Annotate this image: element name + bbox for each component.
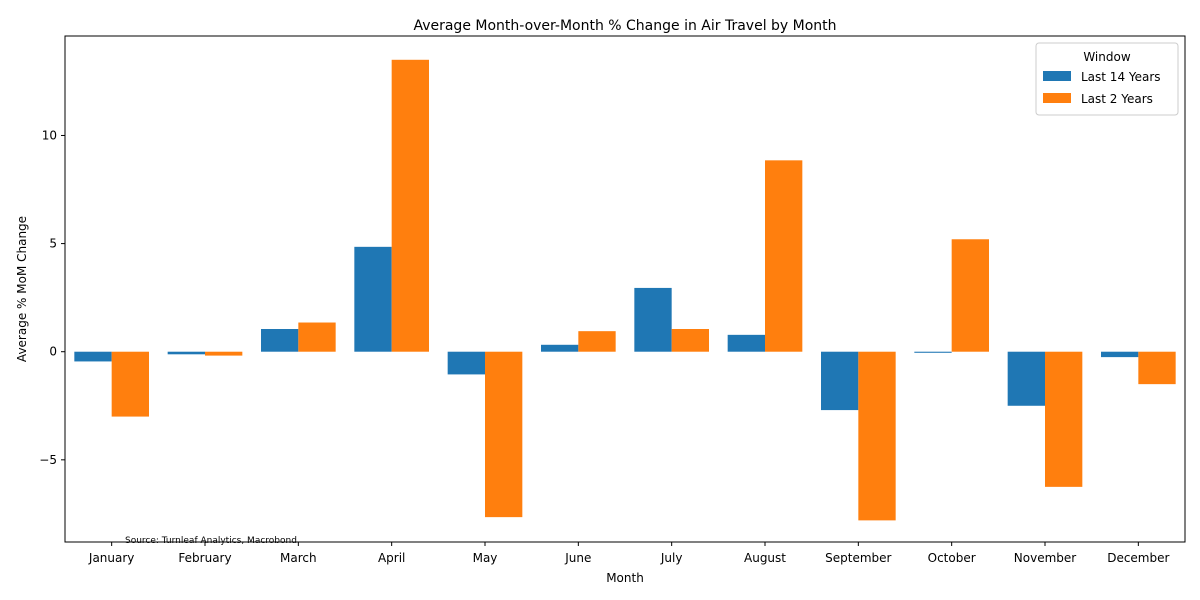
plot-frame — [64, 35, 1186, 543]
bar-last-2-years-june — [578, 331, 616, 352]
x-tick-label: December — [1107, 551, 1169, 565]
bar-last-14-years-november — [1007, 351, 1045, 406]
x-tick-label: August — [744, 551, 786, 565]
bar-last-14-years-july — [634, 287, 672, 352]
bar-last-14-years-june — [541, 344, 579, 352]
x-tick-label: April — [378, 551, 405, 565]
bars-group — [74, 59, 1176, 521]
bar-last-14-years-september — [821, 351, 859, 411]
source-note: Source: Turnleaf Analytics, Macrobond — [125, 536, 297, 546]
bar-last-14-years-january — [74, 351, 112, 362]
legend-swatch-last-14-years — [1043, 71, 1071, 81]
bar-last-14-years-august — [727, 334, 765, 352]
legend: Window Last 14 Years Last 2 Years — [1035, 42, 1179, 116]
bar-last-2-years-september — [858, 351, 896, 521]
bar-last-14-years-march — [261, 329, 299, 352]
chart-title: Average Month-over-Month % Change in Air… — [413, 18, 836, 34]
bar-last-2-years-july — [671, 329, 709, 352]
legend-label-last-2-years: Last 2 Years — [1081, 92, 1153, 106]
x-axis-label: Month — [606, 571, 644, 585]
legend-swatch-last-2-years — [1043, 93, 1071, 103]
bar-last-2-years-august — [765, 160, 803, 352]
x-tick-label: July — [660, 551, 683, 565]
bar-last-2-years-december — [1138, 351, 1176, 385]
x-tick-label: June — [564, 551, 591, 565]
legend-box — [1035, 42, 1179, 116]
y-tick-label: 0 — [49, 345, 57, 359]
x-ticks-group: January February March April May June July Augu… — [88, 542, 1170, 565]
x-tick-label: February — [178, 551, 231, 565]
bar-last-14-years-april — [354, 246, 392, 352]
bar-last-14-years-october — [914, 351, 952, 353]
bar-last-2-years-january — [111, 351, 149, 417]
bar-last-14-years-may — [447, 351, 485, 375]
x-tick-label: May — [473, 551, 498, 565]
bar-last-2-years-may — [485, 351, 523, 518]
bar-last-2-years-october — [951, 239, 989, 352]
y-tick-label: 5 — [49, 237, 57, 251]
y-tick-label: −5 — [39, 453, 57, 467]
bar-last-2-years-march — [298, 322, 336, 352]
x-tick-label: October — [928, 551, 976, 565]
x-tick-label: September — [825, 551, 891, 565]
x-tick-label: March — [280, 551, 317, 565]
y-axis-label: Average % MoM Change — [15, 216, 29, 362]
y-tick-label: 10 — [42, 128, 57, 142]
bar-last-2-years-november — [1045, 351, 1083, 487]
legend-label-last-14-years: Last 14 Years — [1081, 70, 1161, 84]
legend-title: Window — [1083, 50, 1131, 64]
bar-last-2-years-february — [205, 351, 243, 356]
y-ticks-group: −5 0 5 10 — [39, 128, 65, 467]
bar-last-14-years-february — [167, 351, 205, 355]
bar-last-14-years-december — [1101, 351, 1139, 358]
bar-last-2-years-april — [391, 59, 429, 352]
x-tick-label: November — [1014, 551, 1076, 565]
x-tick-label: January — [88, 551, 135, 565]
